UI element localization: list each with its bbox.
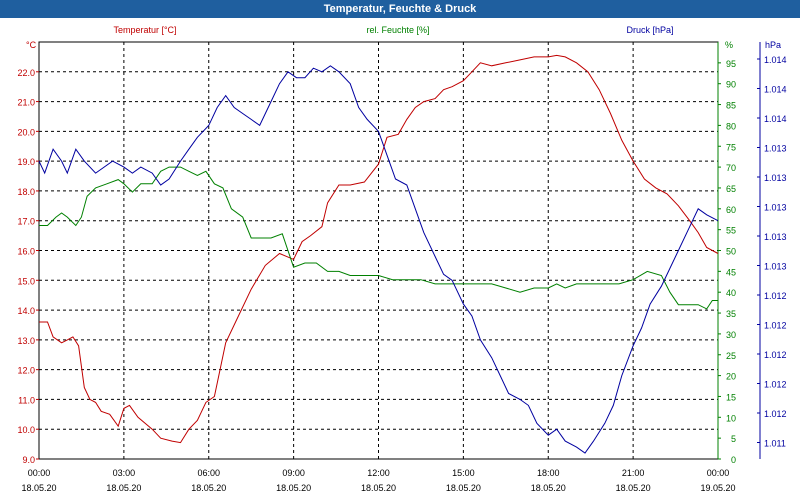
humidity-axis-title: rel. Feuchte [%] [366,25,429,35]
temp-tick-label: 18.0 [17,187,35,197]
pressure-axis-title: Druck [hPa] [626,25,673,35]
humidity-tick-label: 50 [726,247,736,257]
pressure-tick-label: 1.013 [764,232,787,242]
humidity-tick-label: 55 [726,226,736,236]
temp-tick-label: 13.0 [17,336,35,346]
temperature-series-line [39,54,719,444]
temp-tick-label: 9.0 [22,455,35,465]
humidity-tick-label: 65 [726,184,736,194]
temp-tick-label: 10.0 [17,425,35,435]
x-tick-date-label: 18.05.20 [361,483,396,493]
pressure-tick-label: 1.012 [764,350,787,360]
pressure-unit-label: hPa [765,40,781,50]
temp-tick-label: 17.0 [17,217,35,227]
humidity-series-line [39,166,718,310]
humidity-tick-label: 15 [726,392,736,402]
pressure-tick-label: 1.014 [764,114,787,124]
temp-tick-label: 12.0 [17,366,35,376]
humidity-tick-label: 20 [726,372,736,382]
x-tick-time-label: 21:00 [622,468,645,478]
humidity-tick-label: 35 [726,309,736,319]
x-tick-time-label: 15:00 [452,468,475,478]
temp-unit-label: °C [26,40,37,50]
humidity-tick-label: 75 [726,142,736,152]
pressure-tick-label: 1.012 [764,321,787,331]
x-tick-date-label: 18.05.20 [446,483,481,493]
humidity-tick-label: 30 [726,330,736,340]
x-tick-date-label: 18.05.20 [191,483,226,493]
humidity-tick-label: 5 [731,434,736,444]
temp-tick-label: 19.0 [17,157,35,167]
humidity-tick-label: 95 [726,59,736,69]
humidity-tick-label: 25 [726,351,736,361]
temp-tick-label: 11.0 [18,395,35,405]
temp-axis-title: Temperatur [°C] [113,25,176,35]
pressure-series-line [38,65,719,454]
x-tick-time-label: 18:00 [537,468,560,478]
humidity-tick-label: 45 [726,267,736,277]
pressure-tick-label: 1.013 [764,262,787,272]
pressure-tick-label: 1.012 [764,409,787,419]
humidity-tick-label: 40 [726,288,736,298]
x-tick-time-label: 00:00 [707,468,730,478]
humidity-unit-label: % [725,40,733,50]
x-tick-time-label: 09:00 [282,468,305,478]
x-tick-date-label: 19.05.20 [700,483,735,493]
chart-title: Temperatur, Feuchte & Druck [0,0,800,18]
temp-tick-label: 14.0 [17,306,35,316]
temp-tick-label: 15.0 [17,276,35,286]
pressure-tick-label: 1.013 [764,144,787,154]
pressure-tick-label: 1.012 [764,380,787,390]
x-tick-date-label: 18.05.20 [531,483,566,493]
x-tick-date-label: 18.05.20 [276,483,311,493]
temp-tick-label: 16.0 [17,247,35,257]
pressure-tick-label: 1.013 [764,203,787,213]
x-tick-time-label: 03:00 [113,468,136,478]
temp-tick-label: 21.0 [17,98,35,108]
pressure-tick-label: 1.014 [764,55,787,65]
x-tick-time-label: 00:00 [28,468,51,478]
pressure-tick-label: 1.011 [764,439,786,449]
humidity-tick-label: 0 [731,455,736,465]
humidity-tick-label: 60 [726,205,736,215]
humidity-tick-label: 70 [726,163,736,173]
x-tick-time-label: 06:00 [197,468,220,478]
humidity-tick-label: 90 [726,80,736,90]
x-tick-date-label: 18.05.20 [21,483,56,493]
x-tick-date-label: 18.05.20 [616,483,651,493]
pressure-tick-label: 1.014 [764,85,787,95]
x-tick-time-label: 12:00 [367,468,390,478]
temp-tick-label: 22.0 [17,68,35,78]
x-tick-date-label: 18.05.20 [106,483,141,493]
temp-tick-label: 20.0 [17,127,35,137]
pressure-tick-label: 1.013 [764,173,787,183]
humidity-tick-label: 80 [726,121,736,131]
humidity-tick-label: 10 [726,413,736,423]
pressure-tick-label: 1.012 [764,291,787,301]
humidity-tick-label: 85 [726,101,736,111]
